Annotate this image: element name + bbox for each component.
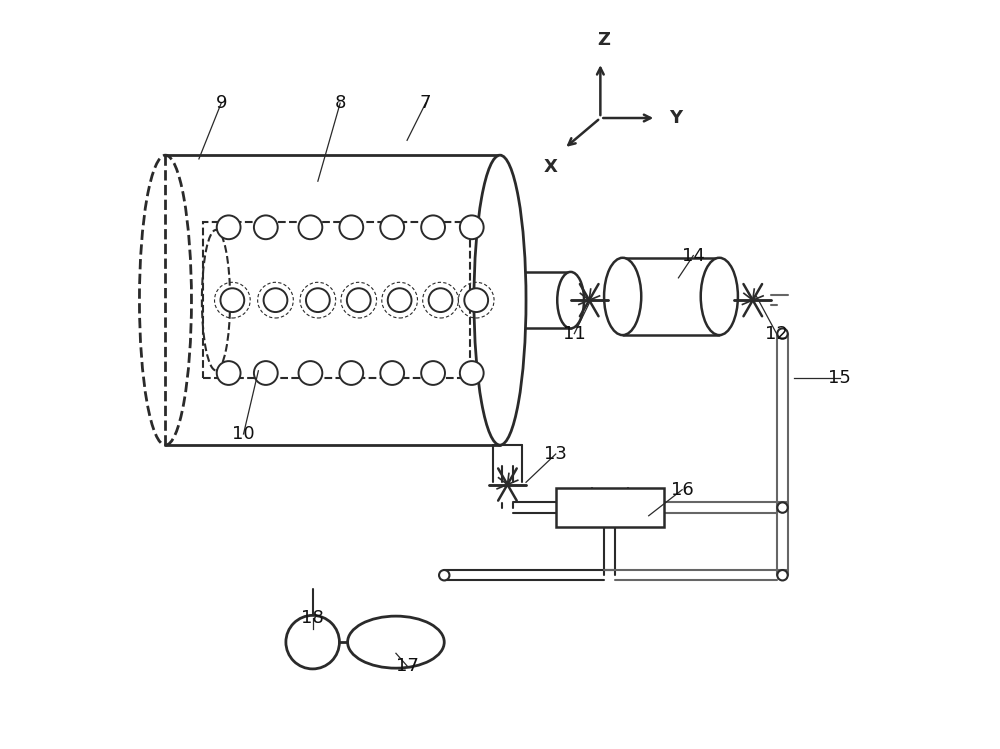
Bar bbox=[556, 488, 664, 527]
Text: 12: 12 bbox=[765, 324, 788, 342]
Ellipse shape bbox=[474, 155, 526, 445]
Circle shape bbox=[264, 288, 287, 312]
Text: Y: Y bbox=[670, 109, 683, 127]
Text: 7: 7 bbox=[420, 94, 431, 112]
Circle shape bbox=[286, 616, 339, 669]
Circle shape bbox=[217, 216, 241, 239]
Text: 18: 18 bbox=[301, 609, 324, 627]
Circle shape bbox=[217, 361, 241, 385]
Circle shape bbox=[421, 361, 445, 385]
Circle shape bbox=[380, 361, 404, 385]
Text: 13: 13 bbox=[544, 445, 567, 463]
Circle shape bbox=[777, 328, 788, 339]
Circle shape bbox=[421, 216, 445, 239]
Text: 14: 14 bbox=[682, 246, 705, 264]
Circle shape bbox=[306, 288, 330, 312]
Circle shape bbox=[254, 361, 278, 385]
Ellipse shape bbox=[348, 616, 444, 668]
Circle shape bbox=[380, 216, 404, 239]
Circle shape bbox=[339, 361, 363, 385]
Circle shape bbox=[220, 288, 244, 312]
Text: 10: 10 bbox=[232, 425, 255, 443]
Ellipse shape bbox=[604, 258, 641, 335]
Circle shape bbox=[388, 288, 412, 312]
Circle shape bbox=[254, 216, 278, 239]
Text: X: X bbox=[544, 157, 558, 175]
Text: 9: 9 bbox=[215, 94, 227, 112]
Ellipse shape bbox=[701, 258, 738, 335]
Text: 8: 8 bbox=[334, 94, 346, 112]
Circle shape bbox=[439, 570, 449, 580]
Text: 11: 11 bbox=[563, 324, 586, 342]
Circle shape bbox=[777, 503, 788, 513]
Text: 16: 16 bbox=[671, 481, 694, 499]
Ellipse shape bbox=[557, 272, 584, 328]
Circle shape bbox=[347, 288, 371, 312]
Circle shape bbox=[429, 288, 452, 312]
Circle shape bbox=[777, 570, 788, 580]
Text: 17: 17 bbox=[396, 657, 419, 675]
Circle shape bbox=[299, 216, 322, 239]
Text: 15: 15 bbox=[828, 369, 851, 387]
Circle shape bbox=[339, 216, 363, 239]
Bar bbox=[203, 222, 470, 378]
Circle shape bbox=[299, 361, 322, 385]
Circle shape bbox=[460, 216, 484, 239]
Text: Z: Z bbox=[598, 31, 611, 49]
Circle shape bbox=[464, 288, 488, 312]
Circle shape bbox=[460, 361, 484, 385]
